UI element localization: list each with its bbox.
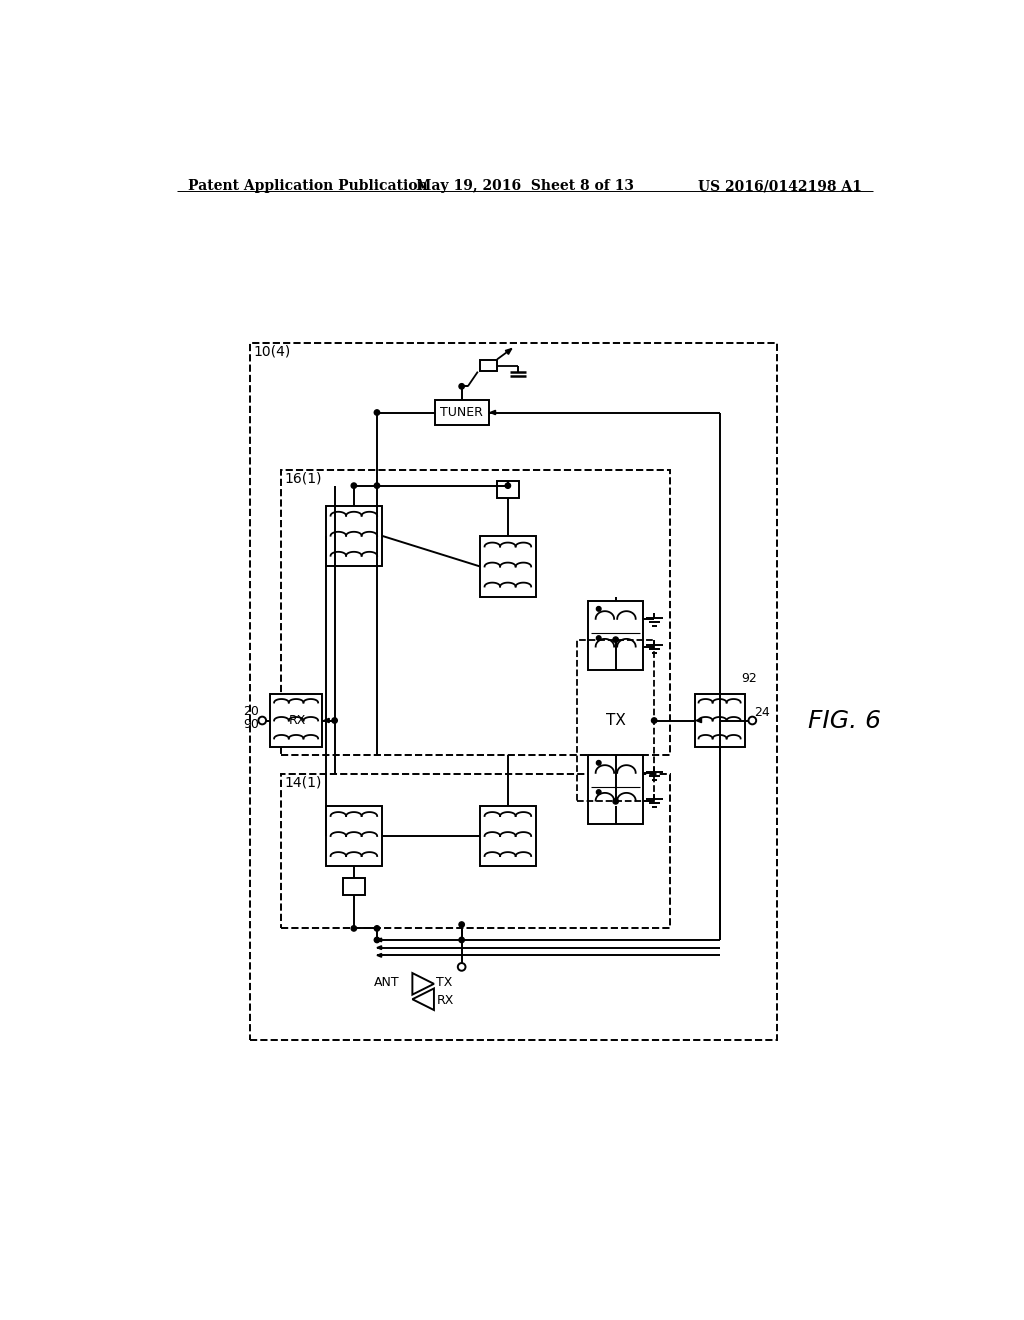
Bar [588,601,643,671]
Text: 16(1): 16(1) [285,471,323,486]
Circle shape [613,638,618,643]
Text: TX: TX [436,975,453,989]
Bar [281,775,670,928]
Circle shape [596,607,601,611]
Text: 92: 92 [740,672,757,685]
Circle shape [258,717,266,725]
Circle shape [332,718,337,723]
Text: US 2016/0142198 A1: US 2016/0142198 A1 [698,180,862,193]
Polygon shape [377,946,382,949]
Circle shape [374,937,380,942]
Circle shape [596,789,601,795]
Bar [326,506,382,566]
Bar [435,400,488,425]
Bar [578,640,654,801]
Text: RX: RX [436,994,454,1007]
Circle shape [459,937,464,942]
Text: 14(1): 14(1) [285,776,322,789]
Polygon shape [490,411,496,414]
Polygon shape [696,718,701,722]
Circle shape [596,636,601,640]
Text: TUNER: TUNER [440,407,483,418]
Text: 20: 20 [244,705,259,718]
Circle shape [651,718,656,723]
Polygon shape [324,718,330,722]
Bar [480,360,497,371]
Circle shape [505,483,511,488]
Circle shape [374,483,380,488]
Text: RX: RX [289,714,306,727]
Bar [281,470,670,755]
Circle shape [459,384,464,389]
Bar [480,536,536,597]
Text: Patent Application Publication: Patent Application Publication [188,180,428,193]
Circle shape [596,760,601,766]
Circle shape [374,925,380,931]
Bar [480,807,536,866]
Polygon shape [377,939,382,941]
Text: ANT: ANT [374,975,399,989]
Circle shape [459,921,464,927]
Text: TX: TX [606,713,626,729]
Circle shape [351,925,356,931]
Bar [326,807,382,866]
Circle shape [613,799,618,804]
Bar [250,343,777,1040]
Bar [270,693,323,747]
Polygon shape [377,953,382,957]
Text: 24: 24 [754,706,769,719]
Circle shape [351,483,356,488]
Text: 90: 90 [244,718,259,731]
Circle shape [749,717,756,725]
Bar [343,878,365,895]
Polygon shape [506,348,512,354]
Circle shape [374,409,380,416]
Bar [694,693,744,747]
Circle shape [458,964,466,970]
Bar [497,480,518,498]
Text: FIG. 6: FIG. 6 [808,709,882,733]
Bar [588,755,643,825]
Text: May 19, 2016  Sheet 8 of 13: May 19, 2016 Sheet 8 of 13 [416,180,634,193]
Text: 10(4): 10(4) [254,345,291,359]
